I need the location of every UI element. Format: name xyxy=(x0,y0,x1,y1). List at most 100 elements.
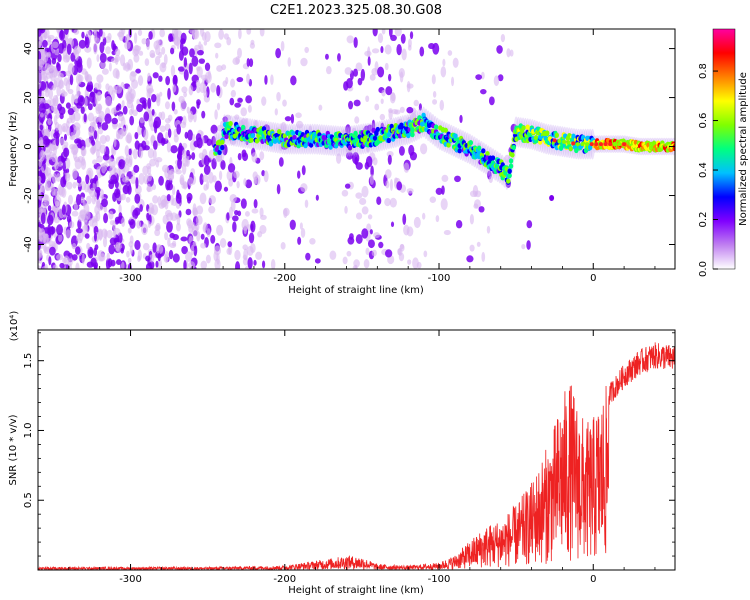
spectrogram-cell xyxy=(589,142,594,147)
spectrogram-cell xyxy=(367,239,375,249)
spectrogram-cell xyxy=(354,264,358,269)
spectrogram-cell xyxy=(234,210,239,216)
spectrogram-cell xyxy=(157,132,164,144)
spectrogram-cell xyxy=(521,244,526,250)
spectrogram-cell xyxy=(77,95,85,107)
spectrogram-cell xyxy=(369,174,374,186)
spectrogram-cell xyxy=(208,195,216,205)
spectrogram-cell xyxy=(216,224,224,236)
spectrogram-cell xyxy=(216,102,221,111)
spectrogram-cell xyxy=(280,242,286,250)
spectrogram-heatmap xyxy=(38,29,675,269)
y-tick-label: 20 xyxy=(23,91,34,104)
spectrogram-cell xyxy=(526,240,531,250)
spectrogram-cell xyxy=(300,183,308,193)
spectrogram-cell xyxy=(62,47,68,60)
spectrogram-cell xyxy=(115,259,122,266)
spectrogram-cell xyxy=(153,140,158,151)
spectrogram-cell xyxy=(98,29,103,37)
spectrogram-cell xyxy=(187,110,194,123)
spectrogram-frame xyxy=(37,28,676,270)
spectrogram-cell xyxy=(435,187,443,195)
spectrogram-cell xyxy=(48,240,54,247)
spectrogram-cell xyxy=(149,53,156,59)
spectrogram-cell xyxy=(164,251,169,263)
spectrogram-cell xyxy=(70,131,74,140)
spectrogram-cell xyxy=(440,198,448,211)
spectrogram-cell xyxy=(384,62,389,71)
spectrogram-cell xyxy=(111,117,118,125)
spectrogram-cell xyxy=(145,255,151,262)
spectrogram-cell xyxy=(138,172,145,185)
spectrogram-cell xyxy=(168,33,173,43)
spectrogram-cell xyxy=(359,197,367,206)
spectrogram-cell xyxy=(178,95,185,104)
spectrogram-cell xyxy=(85,75,93,82)
spectrogram-cell xyxy=(93,42,98,55)
spectrogram-cell xyxy=(183,259,187,269)
spectrogram-cell xyxy=(139,117,145,124)
spectrogram-cell xyxy=(38,103,46,115)
spectrogram-cell xyxy=(284,116,292,122)
spectrogram-cell xyxy=(85,195,92,205)
spectrogram-cell xyxy=(478,206,485,213)
spectrogram-cell xyxy=(389,197,397,208)
spectrogram-cell xyxy=(192,133,196,143)
spectrogram-cell xyxy=(398,68,405,78)
spectrogram-cell xyxy=(497,74,504,82)
spectrogram-cell xyxy=(179,174,185,186)
spectrogram-cell xyxy=(147,165,152,175)
spectrogram-cell xyxy=(57,103,62,111)
spectrogram-cell xyxy=(363,135,368,141)
spectrogram-cell xyxy=(585,142,590,147)
spectrogram-cell xyxy=(38,265,42,269)
spectrogram-cell xyxy=(147,72,151,82)
spectrogram-cell xyxy=(143,111,150,122)
spectrogram-cell xyxy=(49,246,56,256)
spectrogram-cell xyxy=(261,96,267,106)
spectrogram-cell xyxy=(381,29,386,35)
spectrogram-cell xyxy=(455,219,463,229)
spectrogram-cell xyxy=(42,231,46,243)
spectrogram-cell xyxy=(112,68,120,79)
spectrogram-cell xyxy=(204,31,211,43)
spectrogram-cell xyxy=(301,165,306,176)
spectrogram-cell xyxy=(136,220,142,229)
spectrogram-cell xyxy=(364,50,372,57)
spectrogram-cell xyxy=(580,142,585,147)
spectrogram-cell xyxy=(417,115,422,121)
spectrogram-cell xyxy=(208,205,216,214)
spectrogram-cell xyxy=(603,142,608,147)
spectrogram-cell xyxy=(196,137,203,149)
spectrogram-cell xyxy=(75,73,82,85)
spectrogram-cell xyxy=(345,124,351,135)
spectrogram-cell xyxy=(171,101,176,112)
spectrogram-cell xyxy=(80,145,86,157)
spectrogram-cell xyxy=(171,84,177,93)
spectrogram-cell xyxy=(475,74,483,80)
spectrogram-cell xyxy=(165,179,171,191)
spectrogram-cell xyxy=(226,247,232,255)
spectrogram-cell xyxy=(101,68,109,75)
spectrogram-cell xyxy=(457,148,462,154)
spectrogram-cell xyxy=(87,246,94,259)
spectrogram-cell xyxy=(211,158,217,170)
spectrogram-cell xyxy=(214,109,218,120)
spectrogram-cell xyxy=(53,188,60,198)
spectrogram-cell xyxy=(129,115,135,126)
spectrogram-cell xyxy=(224,133,229,140)
spectrogram-cell xyxy=(44,194,50,207)
spectrogram-cell xyxy=(141,223,149,236)
spectrogram-cell xyxy=(92,116,99,124)
spectrogram-cell xyxy=(290,113,295,124)
spectrogram-cell xyxy=(177,66,185,72)
spectrogram-cell xyxy=(122,105,128,115)
spectrogram-cell xyxy=(155,260,159,268)
spectrogram-cell xyxy=(71,254,78,261)
colorbar-ticks: 0.0 0.2 0.4 0.6 0.8 xyxy=(698,63,718,277)
spectrogram-cell xyxy=(80,68,87,75)
spectrogram-cell xyxy=(419,143,428,155)
spectrogram-cell xyxy=(94,186,101,194)
spectrogram-cell xyxy=(440,66,447,78)
spectrogram-cell xyxy=(500,33,506,43)
